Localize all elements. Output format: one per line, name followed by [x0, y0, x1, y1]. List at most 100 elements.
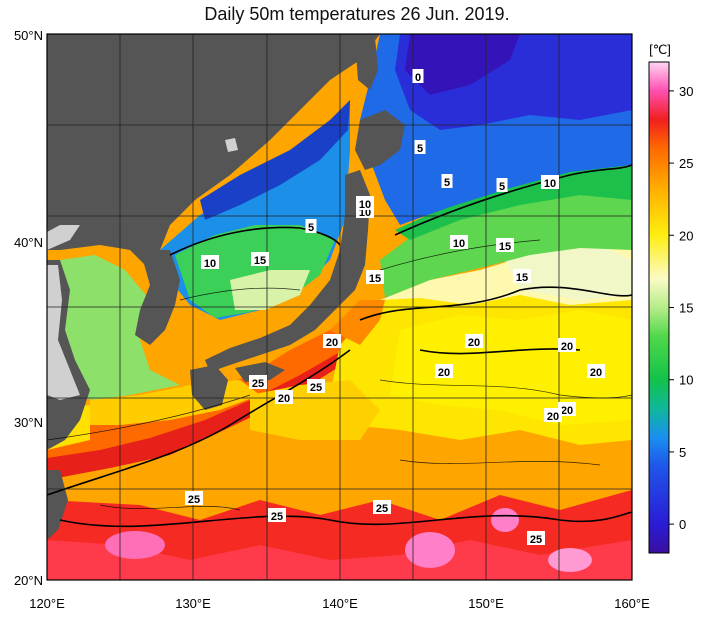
- contour-label: 10: [356, 196, 374, 211]
- transition-pale-east: [500, 240, 632, 300]
- lon-label: 150°E: [468, 596, 504, 611]
- contour-label-text: 15: [516, 272, 528, 284]
- lake-khanka: [225, 138, 238, 152]
- contour-label-text: 5: [444, 177, 450, 189]
- contour-label: 25: [268, 508, 286, 523]
- china-shelf: [47, 265, 80, 400]
- contour-20-north: [359, 286, 632, 321]
- contour-label-text: 5: [308, 222, 314, 234]
- colorbar-tick-label: 30: [679, 84, 693, 99]
- colorbar: [℃] 0 5 10 15 20 25 30: [648, 42, 693, 554]
- asian-continent: [47, 34, 380, 270]
- lat-label: 20°N: [14, 573, 43, 588]
- contour-label: 20: [544, 408, 562, 423]
- contour-label: 20: [435, 364, 453, 379]
- longitude-axis: 120°E 130°E 140°E 150°E 160°E: [29, 596, 650, 611]
- contour-label: 25: [185, 491, 203, 506]
- contour-label-text: 10: [359, 199, 371, 211]
- contour-label-text: 10: [544, 178, 556, 190]
- ocean-field: [47, 34, 632, 580]
- contour-label-text: 10: [453, 238, 465, 250]
- sea-of-japan-cold: [200, 100, 350, 220]
- honshu: [205, 170, 370, 372]
- contour-label: 25: [249, 375, 267, 390]
- warm-pocket-c: [548, 548, 592, 572]
- contour-label: 5: [496, 178, 508, 193]
- contour-label: 15: [366, 270, 384, 285]
- korean-peninsula: [135, 250, 180, 345]
- lat-label: 50°N: [14, 28, 43, 43]
- contour-label: 5: [414, 140, 426, 155]
- contour-label-text: 25: [530, 534, 542, 546]
- contour-label: 25: [373, 500, 391, 515]
- contour-label: 20: [587, 364, 605, 379]
- kuroshio-core: [47, 352, 350, 480]
- contour-25-south: [59, 511, 632, 528]
- colorbar-tick-label: 0: [679, 517, 686, 532]
- contour-label-text: 10: [204, 258, 216, 270]
- kyushu: [190, 365, 228, 410]
- contour-label-text: 25: [271, 511, 283, 523]
- boso-warm-water: [330, 300, 385, 345]
- contour-label-text: 20: [326, 337, 338, 349]
- contour-label: 25: [307, 379, 325, 394]
- contour-label-text: 25: [376, 503, 388, 515]
- sakhalin: [355, 38, 378, 90]
- contour-label-text: 5: [499, 181, 505, 193]
- contour-label-text: 20: [438, 367, 450, 379]
- contour-label: 15: [251, 252, 269, 267]
- contour-15-sea-of-japan: [169, 226, 341, 256]
- colorbar-ramp: [648, 61, 670, 554]
- contour-label: 20: [465, 334, 483, 349]
- contour-label: 5: [441, 174, 453, 189]
- contour-label: 20: [558, 402, 576, 417]
- contour-label: 10: [450, 235, 468, 250]
- contour-label-text: 25: [252, 378, 264, 390]
- contour-label-text: 15: [499, 241, 511, 253]
- lon-label: 160°E: [614, 596, 650, 611]
- lon-label: 140°E: [322, 596, 358, 611]
- contour-label-text: 15: [254, 255, 266, 267]
- contour-label: 5: [305, 219, 317, 234]
- graticule: [47, 34, 632, 580]
- taiwan: [47, 470, 68, 540]
- contour-label-text: 20: [547, 411, 559, 423]
- contour-label: 15: [513, 269, 531, 284]
- contour-label-text: 25: [310, 382, 322, 394]
- contour-label-text: 20: [468, 337, 480, 349]
- colorbar-tick-label: 20: [679, 228, 693, 243]
- colorbar-tick-label: 10: [679, 373, 693, 388]
- contour-label-text: 5: [417, 143, 423, 155]
- contour-25-kuroshio: [47, 349, 351, 496]
- contour-label-text: 20: [590, 367, 602, 379]
- contour-label: 25: [527, 531, 545, 546]
- land: [47, 34, 405, 540]
- warm-pocket-b: [491, 508, 519, 532]
- colorbar-tick-label: 5: [679, 445, 686, 460]
- lon-label: 120°E: [29, 596, 65, 611]
- contour-label: 10: [541, 175, 559, 190]
- colorbar-unit: [℃]: [649, 42, 671, 57]
- contour-label-text: 20: [561, 405, 573, 417]
- map-frame: [46, 33, 633, 581]
- lat-label: 40°N: [14, 235, 43, 250]
- warm-pocket-d: [105, 531, 165, 559]
- tsushima-warm-water: [230, 270, 310, 310]
- bohai-shelf: [47, 225, 80, 250]
- colorbar-tick-label: 25: [679, 156, 693, 171]
- shikoku: [235, 362, 285, 382]
- contour-label: 0: [412, 69, 424, 84]
- lat-label: 30°N: [14, 415, 43, 430]
- contour-label-text: 25: [188, 494, 200, 506]
- contour-label: 10: [201, 255, 219, 270]
- colorbar-tick-label: 15: [679, 301, 693, 316]
- contour-label: 15: [496, 238, 514, 253]
- subarctic-front-green: [395, 160, 632, 240]
- warm-pocket-a: [405, 532, 455, 568]
- lon-label: 130°E: [175, 596, 211, 611]
- sea-of-japan-south: [175, 225, 335, 318]
- okhotsk-coldest: [405, 34, 520, 95]
- map-title: Daily 50m temperatures 26 Jun. 2019.: [204, 4, 510, 24]
